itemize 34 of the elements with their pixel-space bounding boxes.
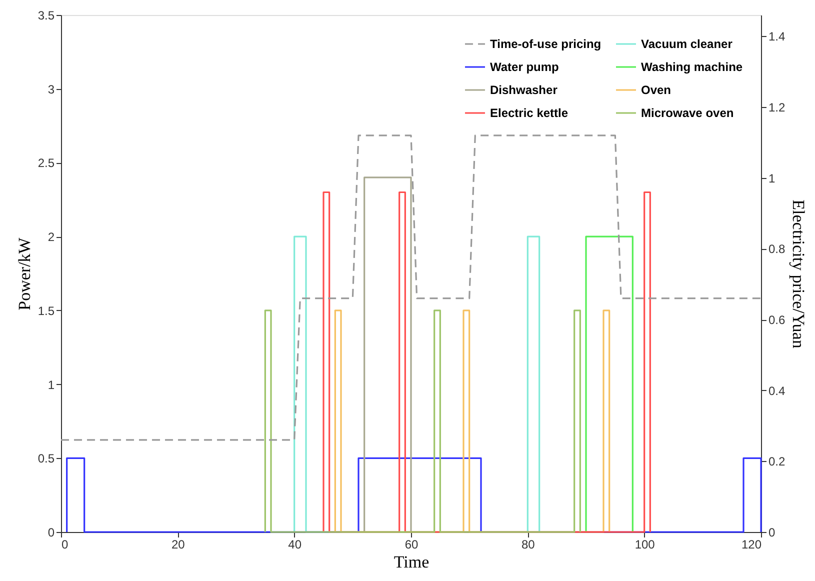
y2-tick-label: 1 — [768, 171, 776, 186]
legend-label: Water pump — [490, 60, 559, 74]
x-tick-label: 80 — [521, 538, 536, 552]
y2-tick-label: 0.2 — [768, 454, 786, 469]
legend-label: Electric kettle — [490, 106, 568, 120]
y-tick-label: 1 — [48, 378, 55, 392]
legend-label: Oven — [641, 83, 672, 97]
y2-axis-title: Electricity price/Yuan — [789, 200, 808, 349]
x-tick-label: 60 — [404, 538, 418, 552]
legend-label: Vacuum cleaner — [641, 37, 733, 51]
x-tick-label: 20 — [171, 538, 186, 552]
y-tick-label: 3 — [48, 82, 55, 96]
legend-label: Dishwasher — [490, 83, 558, 97]
y2-tick-label: 0.8 — [768, 242, 786, 256]
y2-tick-label: 1.2 — [768, 100, 786, 115]
x-tick-label: 100 — [634, 538, 656, 552]
legend-label: Time-of-use pricing — [490, 37, 602, 51]
legend-label: Washing machine — [641, 60, 743, 74]
y-tick-label: 2 — [48, 230, 55, 244]
y-axis-title: Power/kW — [14, 236, 34, 310]
y-tick-label: 3.5 — [38, 8, 55, 22]
y-tick-label: 0 — [48, 526, 55, 540]
x-tick-label: 120 — [741, 538, 762, 552]
y-tick-label: 0.5 — [38, 452, 55, 466]
y2-tick-label: 0.6 — [768, 313, 786, 328]
y2-tick-label: 1.4 — [768, 30, 786, 44]
y-tick-label: 2.5 — [38, 156, 55, 170]
x-tick-label: 0 — [62, 538, 68, 552]
legend-label: Microwave oven — [641, 106, 734, 120]
y-tick-label: 1.5 — [38, 304, 55, 318]
x-axis-title: Time — [394, 552, 430, 572]
x-tick-label: 40 — [288, 538, 302, 552]
y2-tick-label: 0 — [768, 526, 776, 540]
y2-tick-label: 0.4 — [768, 384, 786, 398]
